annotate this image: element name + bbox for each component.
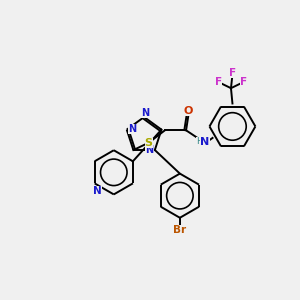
Text: F: F: [229, 68, 236, 78]
Text: N: N: [93, 187, 102, 196]
Text: H: H: [196, 137, 202, 146]
Text: F: F: [215, 77, 222, 87]
Text: S: S: [145, 138, 153, 148]
Text: N: N: [128, 124, 136, 134]
Text: Br: Br: [173, 225, 186, 235]
Text: N: N: [200, 136, 210, 146]
Text: O: O: [184, 106, 193, 116]
Text: N: N: [146, 145, 154, 155]
Text: F: F: [240, 77, 247, 87]
Text: N: N: [142, 108, 150, 118]
